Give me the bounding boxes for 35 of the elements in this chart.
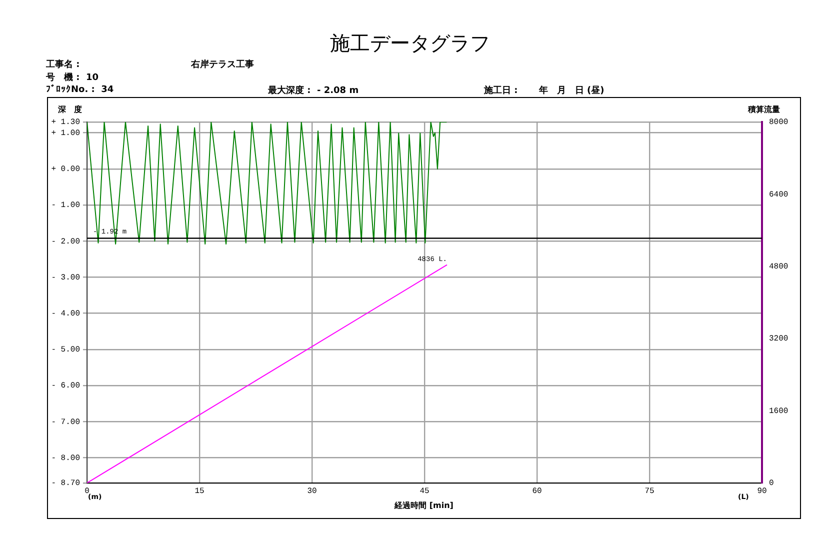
y-tick-label: - 8.00 bbox=[51, 454, 80, 463]
text: ﾌﾞﾛｯｸNo. : 34 bbox=[46, 84, 114, 95]
y-tick-label: - 7.00 bbox=[51, 418, 80, 427]
y-axis-title: 深 度 bbox=[58, 104, 82, 115]
y2-tick-label: 1600 bbox=[769, 406, 788, 416]
text: 最大深度 : - 2.08 m bbox=[268, 84, 359, 97]
y2-tick-label: 8000 bbox=[769, 118, 788, 128]
x-tick-label: 60 bbox=[532, 486, 542, 496]
y2-tick-label: 6400 bbox=[769, 190, 788, 200]
y2-tick-label: 0 bbox=[769, 479, 774, 488]
y-tick-label: - 3.00 bbox=[51, 273, 80, 282]
y2-tick-label: 3200 bbox=[769, 334, 788, 344]
x-tick-label: 15 bbox=[194, 486, 204, 496]
text: 号 機 : 10 bbox=[46, 72, 99, 84]
text: 施工日 : 年 月 日 (昼) bbox=[484, 84, 604, 97]
x-tick-label: 75 bbox=[644, 486, 654, 496]
y-tick-label: + 0.00 bbox=[51, 165, 80, 174]
x-tick-label: 90 bbox=[757, 486, 767, 496]
y-tick-label: - 5.00 bbox=[51, 346, 80, 355]
y2-tick-label: 4800 bbox=[769, 262, 788, 272]
text: 右岸テラス工事 bbox=[191, 58, 254, 71]
x-tick-label: 0 bbox=[84, 486, 90, 496]
y-tick-label: - 2.00 bbox=[51, 237, 80, 246]
y2-axis-title: 積算流量 bbox=[748, 104, 780, 115]
y-tick-label: + 1.00 bbox=[51, 128, 80, 138]
y-tick-label: - 4.00 bbox=[51, 309, 80, 318]
chart-title: 施工データグラフ bbox=[329, 30, 491, 57]
text: 工事名 : bbox=[46, 58, 80, 71]
x-axis-title: 経過時間 [min] bbox=[393, 500, 454, 511]
x-tick-label: 45 bbox=[420, 486, 430, 496]
x-tick-label: 30 bbox=[307, 486, 317, 496]
y-tick-label: + 1.30 bbox=[51, 118, 80, 128]
y-tick-label: - 6.00 bbox=[51, 382, 80, 391]
y-tick-label: - 1.00 bbox=[51, 201, 80, 210]
y-tick-label: - 8.70 bbox=[51, 479, 80, 488]
